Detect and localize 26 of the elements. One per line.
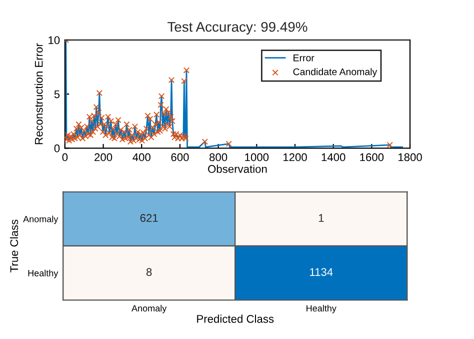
x-axis-title: Predicted Class: [197, 314, 274, 323]
chart-title: Test Accuracy: 99.49%: [168, 22, 308, 35]
legend-label: Candidate Anomaly: [293, 68, 378, 78]
y-tick-label: 0: [54, 144, 60, 152]
x-tick-label: 0: [62, 153, 68, 162]
data-label: 1: [318, 214, 324, 222]
legend-label: Error: [294, 54, 314, 62]
x-tick-label: 1600: [360, 153, 384, 162]
y-tick-label: Anomaly: [23, 216, 58, 224]
y-axis-title: Reconstruction Error: [34, 43, 43, 144]
data-label: 8: [146, 268, 152, 276]
y-axis-title: True Class: [10, 220, 18, 272]
y-tick-label: 5: [54, 90, 60, 98]
x-tick-label: 800: [210, 153, 228, 162]
x-tick-label: 1800: [398, 153, 422, 162]
x-tick-label: 400: [132, 153, 150, 162]
x-tick-label: 1400: [322, 153, 346, 162]
data-label: 621: [140, 214, 158, 222]
y-tick-label: Healthy: [28, 270, 58, 278]
x-tick-label: 1000: [245, 153, 269, 162]
y-tick-label: 10: [48, 36, 60, 44]
data-label: 1134: [310, 268, 333, 276]
x-axis-title: Observation: [208, 164, 267, 173]
x-tick-label: 1200: [283, 153, 307, 162]
x-tick-label: 200: [94, 153, 112, 162]
x-tick-label: 600: [171, 153, 189, 162]
